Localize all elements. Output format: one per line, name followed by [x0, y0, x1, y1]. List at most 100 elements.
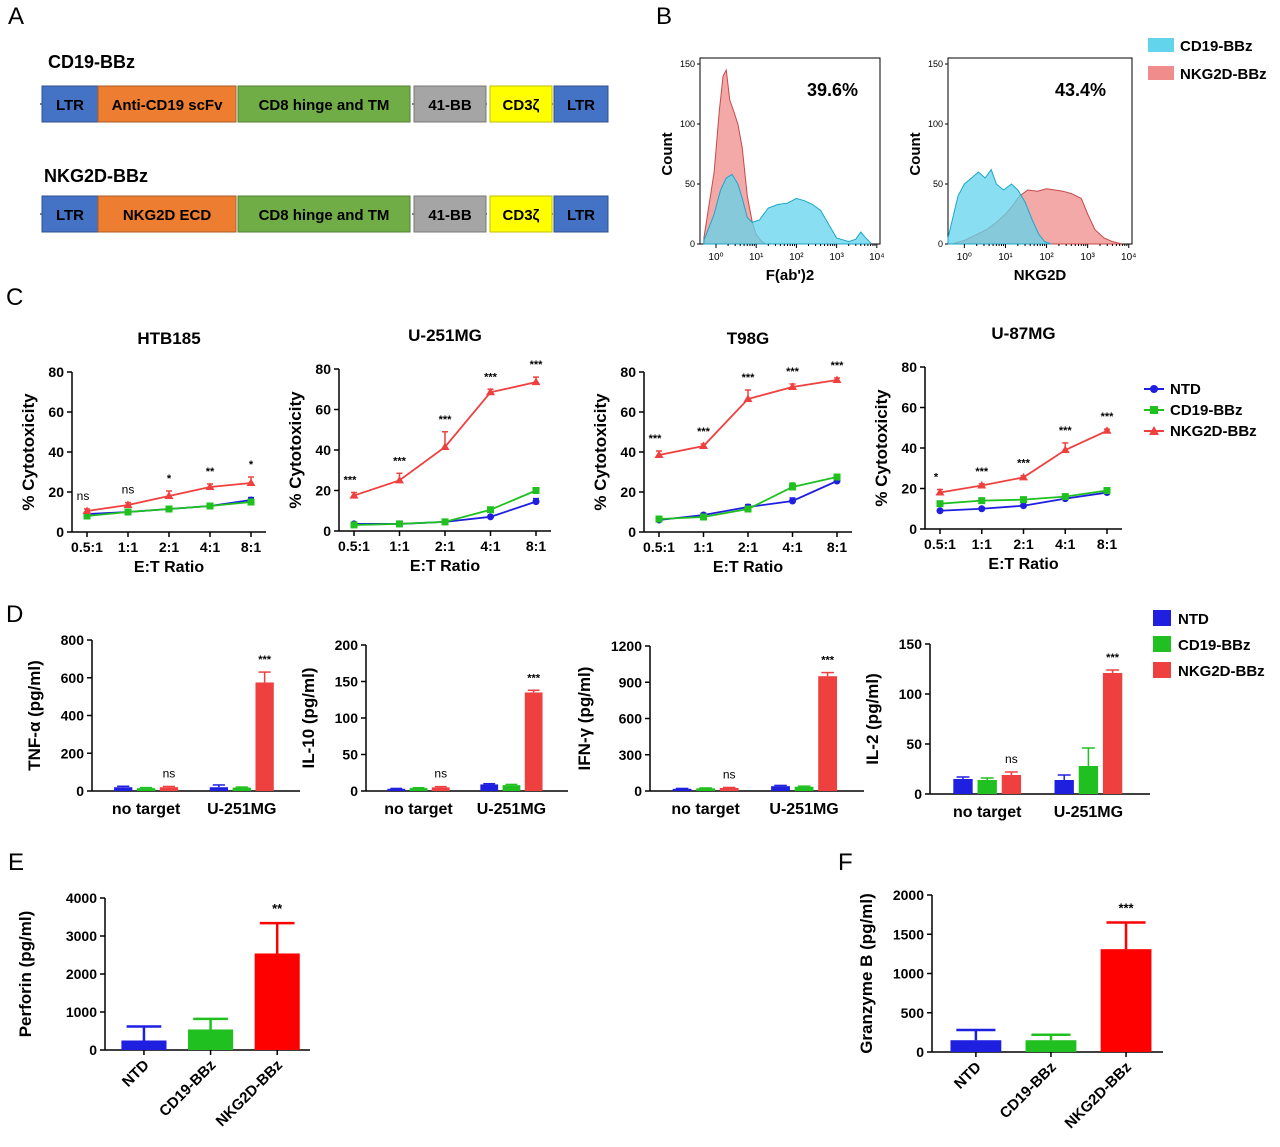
data-point-ntd — [1020, 502, 1027, 510]
series-line-ntd — [658, 480, 838, 521]
bar-cd19-bbz — [188, 1029, 234, 1050]
y-tick-label: 900 — [619, 674, 643, 690]
bar-ntd — [121, 1040, 167, 1050]
panel-letter-e: E — [8, 849, 24, 876]
x-category-label: U-251MG — [207, 801, 276, 818]
construct-nkg2d-seg-2-label: CD8 hinge and TM — [259, 207, 390, 224]
x-tick-label: 0.5:1 — [71, 539, 103, 555]
x-category-label: NTD — [951, 1059, 985, 1093]
construct-nkg2d-seg-3-label: 41-BB — [428, 207, 472, 224]
significance-label: *** — [530, 359, 544, 371]
legend-c-marker-nkg2d — [1149, 426, 1159, 435]
x-category-label: no target — [112, 801, 181, 818]
legend-b-label-cd19: CD19-BBz — [1180, 38, 1253, 55]
significance-label: *** — [1017, 458, 1031, 470]
data-point-cd19 — [789, 483, 796, 491]
y-tick-label: 150 — [928, 59, 943, 69]
x-tick-label: 2:1 — [159, 539, 179, 555]
bar-ntd — [480, 784, 499, 791]
significance-label: *** — [484, 371, 498, 383]
data-point-cd19 — [532, 487, 540, 494]
data-point-cd19 — [744, 505, 752, 513]
data-point-cd19 — [1103, 487, 1111, 495]
significance-label: * — [934, 472, 939, 484]
y-tick-label: 0 — [690, 239, 695, 249]
construct-nkg2d-seg-3 — [413, 195, 487, 233]
legend-b: CD19-BBz NKG2D-BBz — [1148, 38, 1267, 83]
data-point-ntd — [532, 498, 540, 506]
y-tick-label: 50 — [933, 179, 943, 189]
line-chart-t98g: 0 20 40 60 80 0.5:1 1:1 2:1 4:1 8:1 T98G E:T Ratio%… — [591, 329, 852, 576]
construct-nkg2d-seg-0-label: LTR — [56, 207, 84, 224]
panel-a-constructs: CD19-BBz LTR Anti-CD19 scFv CD8 hinge an… — [40, 52, 610, 233]
significance-label: ns — [1005, 752, 1018, 766]
construct-nkg2d-seg-5 — [553, 195, 609, 233]
y-tick-label: 2000 — [66, 966, 97, 982]
x-tick-label: 10² — [789, 252, 804, 263]
data-point-nkg2d — [123, 500, 133, 508]
x-axis-label: NKG2D — [1014, 267, 1067, 284]
bar-ntd — [953, 779, 973, 794]
y-axis-label: % Cytotoxicity — [872, 389, 891, 507]
data-point-nkg2d — [832, 375, 842, 383]
y-tick-label: 100 — [680, 119, 695, 129]
bar-cd19-bbz — [1025, 1040, 1077, 1052]
construct-name-cd19: CD19-BBz — [48, 52, 135, 72]
x-axis-label: E:T Ratio — [410, 558, 480, 575]
panel-letter-d: D — [6, 601, 23, 628]
y-axis-label: Count — [659, 132, 676, 175]
x-category-label: U-251MG — [477, 801, 546, 818]
y-tick-label: 60 — [48, 404, 64, 420]
y-axis-label: % Cytotoxicity — [591, 393, 610, 511]
data-point-nkg2d — [440, 442, 450, 450]
data-point-nkg2d — [82, 506, 92, 514]
significance-label: *** — [697, 426, 711, 438]
data-point-nkg2d — [743, 394, 753, 402]
y-tick-label: 80 — [901, 359, 917, 375]
y-axis-label: IL-2 (pg/ml) — [863, 673, 882, 765]
x-category-label: U-251MG — [769, 801, 838, 818]
data-point-nkg2d — [531, 377, 541, 386]
y-axis-label: IL-10 (pg/ml) — [299, 667, 318, 768]
bar-cd19-bbz — [1078, 766, 1099, 794]
data-point-ntd — [978, 505, 986, 513]
data-point-cd19 — [1061, 493, 1069, 501]
chart-title: T98G — [727, 329, 770, 348]
percent-annotation: 43.4% — [1055, 80, 1106, 100]
data-point-nkg2d — [1019, 472, 1028, 481]
x-tick-label: 10⁴ — [1121, 252, 1136, 263]
construct-nkg2d-seg-1 — [97, 195, 237, 233]
y-tick-label: 3000 — [66, 928, 97, 944]
construct-nkg2d-seg-1-label: NKG2D ECD — [123, 207, 212, 224]
x-tick-label: 10³ — [1080, 252, 1095, 263]
significance-label: * — [167, 473, 172, 485]
construct-cd19-seg-0 — [41, 85, 99, 123]
x-tick-label: 1:1 — [693, 539, 713, 555]
chart-title: HTB185 — [137, 329, 200, 348]
x-tick-label: 10¹ — [998, 252, 1013, 263]
bar-nkg2d-bbz — [431, 787, 450, 791]
y-axis-label: Granzyme B (pg/ml) — [857, 893, 876, 1054]
x-tick-label: 8:1 — [827, 539, 847, 555]
data-point-ntd — [789, 497, 796, 505]
y-axis-label: TNF-α (pg/ml) — [25, 660, 44, 771]
line-chart-htb185: 0 20 40 60 80 0.5:1 1:1 2:1 4:1 8:1 HTB185 E:T Rati… — [19, 329, 266, 576]
y-tick-label: 40 — [901, 440, 917, 456]
y-tick-label: 50 — [906, 736, 922, 752]
y-axis-label: IFN-γ (pg/ml) — [575, 667, 594, 771]
y-tick-label: 2000 — [893, 887, 924, 903]
construct-nkg2d-seg-4 — [489, 195, 553, 233]
panel-letter-f: F — [838, 849, 853, 876]
data-point-cd19 — [206, 502, 214, 510]
data-point-nkg2d — [1102, 426, 1112, 434]
bar-cd19-bbz — [502, 785, 521, 791]
data-point-ntd — [936, 507, 944, 515]
legend-c-marker-ntd — [1150, 385, 1158, 393]
y-tick-label: 0 — [323, 523, 331, 539]
y-tick-label: 60 — [901, 400, 917, 416]
x-tick-label: 4:1 — [480, 538, 500, 554]
construct-name-nkg2d: NKG2D-BBz — [44, 166, 148, 186]
y-tick-label: 60 — [620, 404, 636, 420]
x-tick-label: 2:1 — [738, 539, 758, 555]
